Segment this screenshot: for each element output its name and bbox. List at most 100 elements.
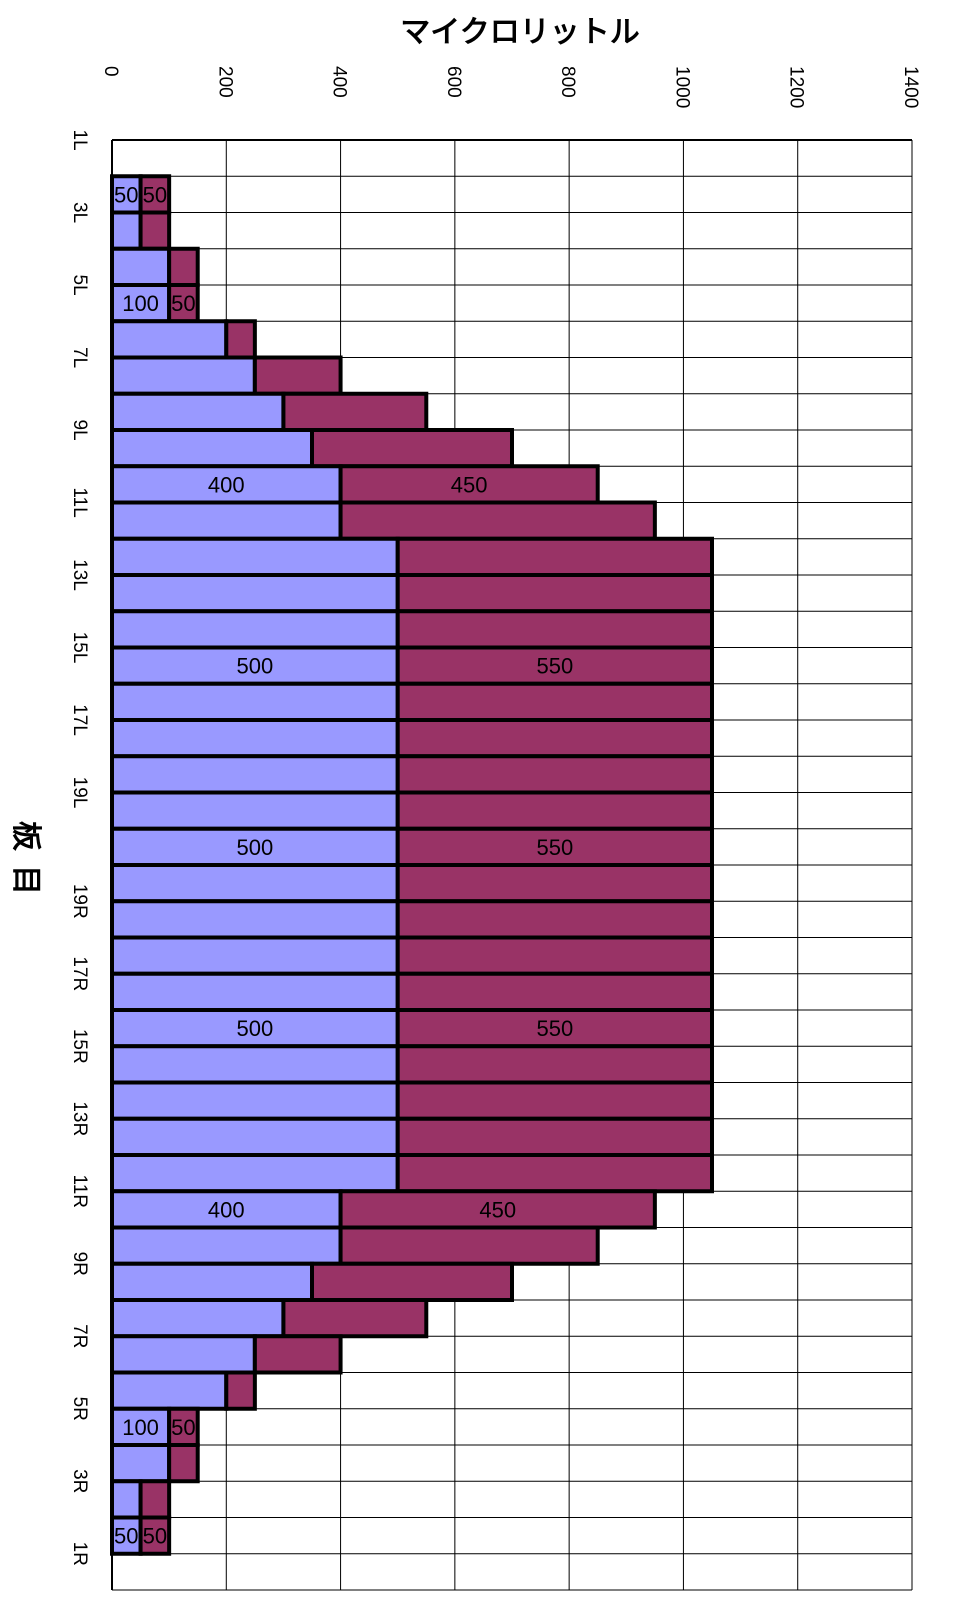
bar-segment-series1	[110, 1334, 257, 1375]
bar-segment-series2	[252, 1334, 343, 1375]
bar-segment-series2	[395, 935, 714, 976]
x-tick-label: 1000	[671, 66, 692, 108]
bar-segment-series1	[110, 355, 257, 396]
bar-segment-series2	[338, 1225, 600, 1266]
category-label: 13L	[69, 559, 90, 591]
data-label-series1: 400	[208, 1197, 245, 1222]
bar-segment-series1	[110, 971, 400, 1012]
x-tick-label: 1200	[786, 66, 807, 108]
bar-segment-series2	[224, 1370, 257, 1411]
bar-segment-series2	[395, 681, 714, 722]
bar-segment-series1	[110, 1370, 229, 1411]
bar-segment-series1	[110, 500, 343, 541]
bar-segment-series1	[110, 1443, 172, 1484]
x-tick-label: 200	[214, 66, 235, 98]
bar-segment-series2	[395, 536, 714, 577]
data-label-series1: 50	[114, 1524, 138, 1549]
bar-segment-series1	[110, 609, 400, 650]
category-label: 17R	[69, 956, 90, 991]
bar-segment-series1	[110, 935, 400, 976]
bar-segment-series1	[110, 391, 286, 432]
x-tick-label: 0	[100, 66, 121, 77]
bar-segment-series1	[110, 790, 400, 831]
bar-segment-series2	[395, 754, 714, 795]
x-tick-label: 1400	[900, 66, 921, 108]
bar-segment-series1	[110, 1116, 400, 1157]
data-label-series2: 50	[171, 1415, 195, 1440]
category-label: 1R	[69, 1542, 90, 1566]
data-label-series1: 50	[114, 182, 138, 207]
bar-segment-series2	[395, 826, 714, 867]
bar-segment-series2	[252, 355, 343, 396]
category-label: 9R	[69, 1252, 90, 1276]
data-label-series1: 500	[236, 654, 273, 679]
bar-segment-series1	[110, 246, 172, 287]
data-label-series2: 50	[143, 182, 167, 207]
x-tick-label: 800	[557, 66, 578, 98]
bar-series	[110, 174, 714, 1556]
category-label: 5L	[69, 274, 90, 295]
category-label: 19L	[69, 777, 90, 809]
bar-segment-series2	[395, 609, 714, 650]
bar-segment-series2	[395, 645, 714, 686]
bar-segment-series1	[110, 1261, 314, 1302]
bar-segment-series1	[110, 899, 400, 940]
data-label-series1: 100	[122, 291, 159, 316]
bar-segment-series2	[395, 1044, 714, 1085]
chart-title: マイクロリットル	[400, 15, 639, 50]
bar-segment-series2	[167, 246, 200, 287]
bar-segment-series2	[224, 319, 257, 360]
data-label-series2: 550	[536, 654, 573, 679]
bar-segment-series2	[395, 573, 714, 614]
bar-segment-series1	[110, 718, 400, 759]
data-label-series2: 450	[451, 472, 488, 497]
bar-segment-series2	[395, 1153, 714, 1194]
bar-segment-series2	[395, 971, 714, 1012]
bar-segment-series2	[310, 1261, 514, 1302]
bar-segment-series2	[338, 500, 657, 541]
bar-segment-series2	[281, 1298, 429, 1339]
bar-segment-series1	[110, 536, 400, 577]
bar-segment-series2	[395, 718, 714, 759]
bar-segment-series1	[110, 1479, 143, 1520]
y-axis-label: 板目	[8, 821, 43, 909]
category-label: 19R	[69, 884, 90, 919]
bar-segment-series2	[395, 790, 714, 831]
bar-segment-series2	[138, 1479, 172, 1520]
bar-segment-series2	[281, 391, 429, 432]
bar-segment-series1	[110, 210, 143, 251]
bar-segment-series1	[110, 1298, 286, 1339]
bar-segment-series1	[110, 681, 400, 722]
data-label-series2: 50	[171, 291, 195, 316]
data-label-series2: 450	[479, 1197, 516, 1222]
data-label-series2: 550	[536, 835, 573, 860]
bar-segment-series1	[110, 319, 229, 360]
bar-segment-series2	[338, 1189, 657, 1230]
bar-segment-series2	[395, 1080, 714, 1121]
bar-segment-series2	[138, 1515, 172, 1556]
bar-segment-series2	[167, 1443, 200, 1484]
category-label: 5R	[69, 1397, 90, 1421]
bar-segment-series2	[138, 210, 172, 251]
category-label: 15L	[69, 632, 90, 664]
bar-segment-series1	[110, 1225, 343, 1266]
category-label: 11R	[69, 1175, 90, 1208]
value-axis: 0 200 400 600 800 1000 1200 1400	[100, 66, 921, 108]
category-label: 3L	[69, 202, 90, 223]
category-label: 7L	[69, 347, 90, 368]
category-label: 3R	[69, 1469, 90, 1493]
data-label-series2: 550	[536, 1016, 573, 1041]
bar-segment-series2	[395, 899, 714, 940]
x-tick-label: 400	[329, 66, 350, 98]
bar-segment-series1	[110, 1044, 400, 1085]
bar-segment-series2	[395, 863, 714, 904]
category-label: 17L	[69, 704, 90, 736]
bar-segment-series2	[310, 428, 514, 469]
category-label: 11L	[69, 487, 90, 517]
category-label: 9L	[69, 419, 90, 440]
bar-segment-series2	[395, 1116, 714, 1157]
category-label: 13R	[69, 1101, 90, 1136]
data-label-series1: 500	[236, 1016, 273, 1041]
category-label: 15R	[69, 1029, 90, 1064]
